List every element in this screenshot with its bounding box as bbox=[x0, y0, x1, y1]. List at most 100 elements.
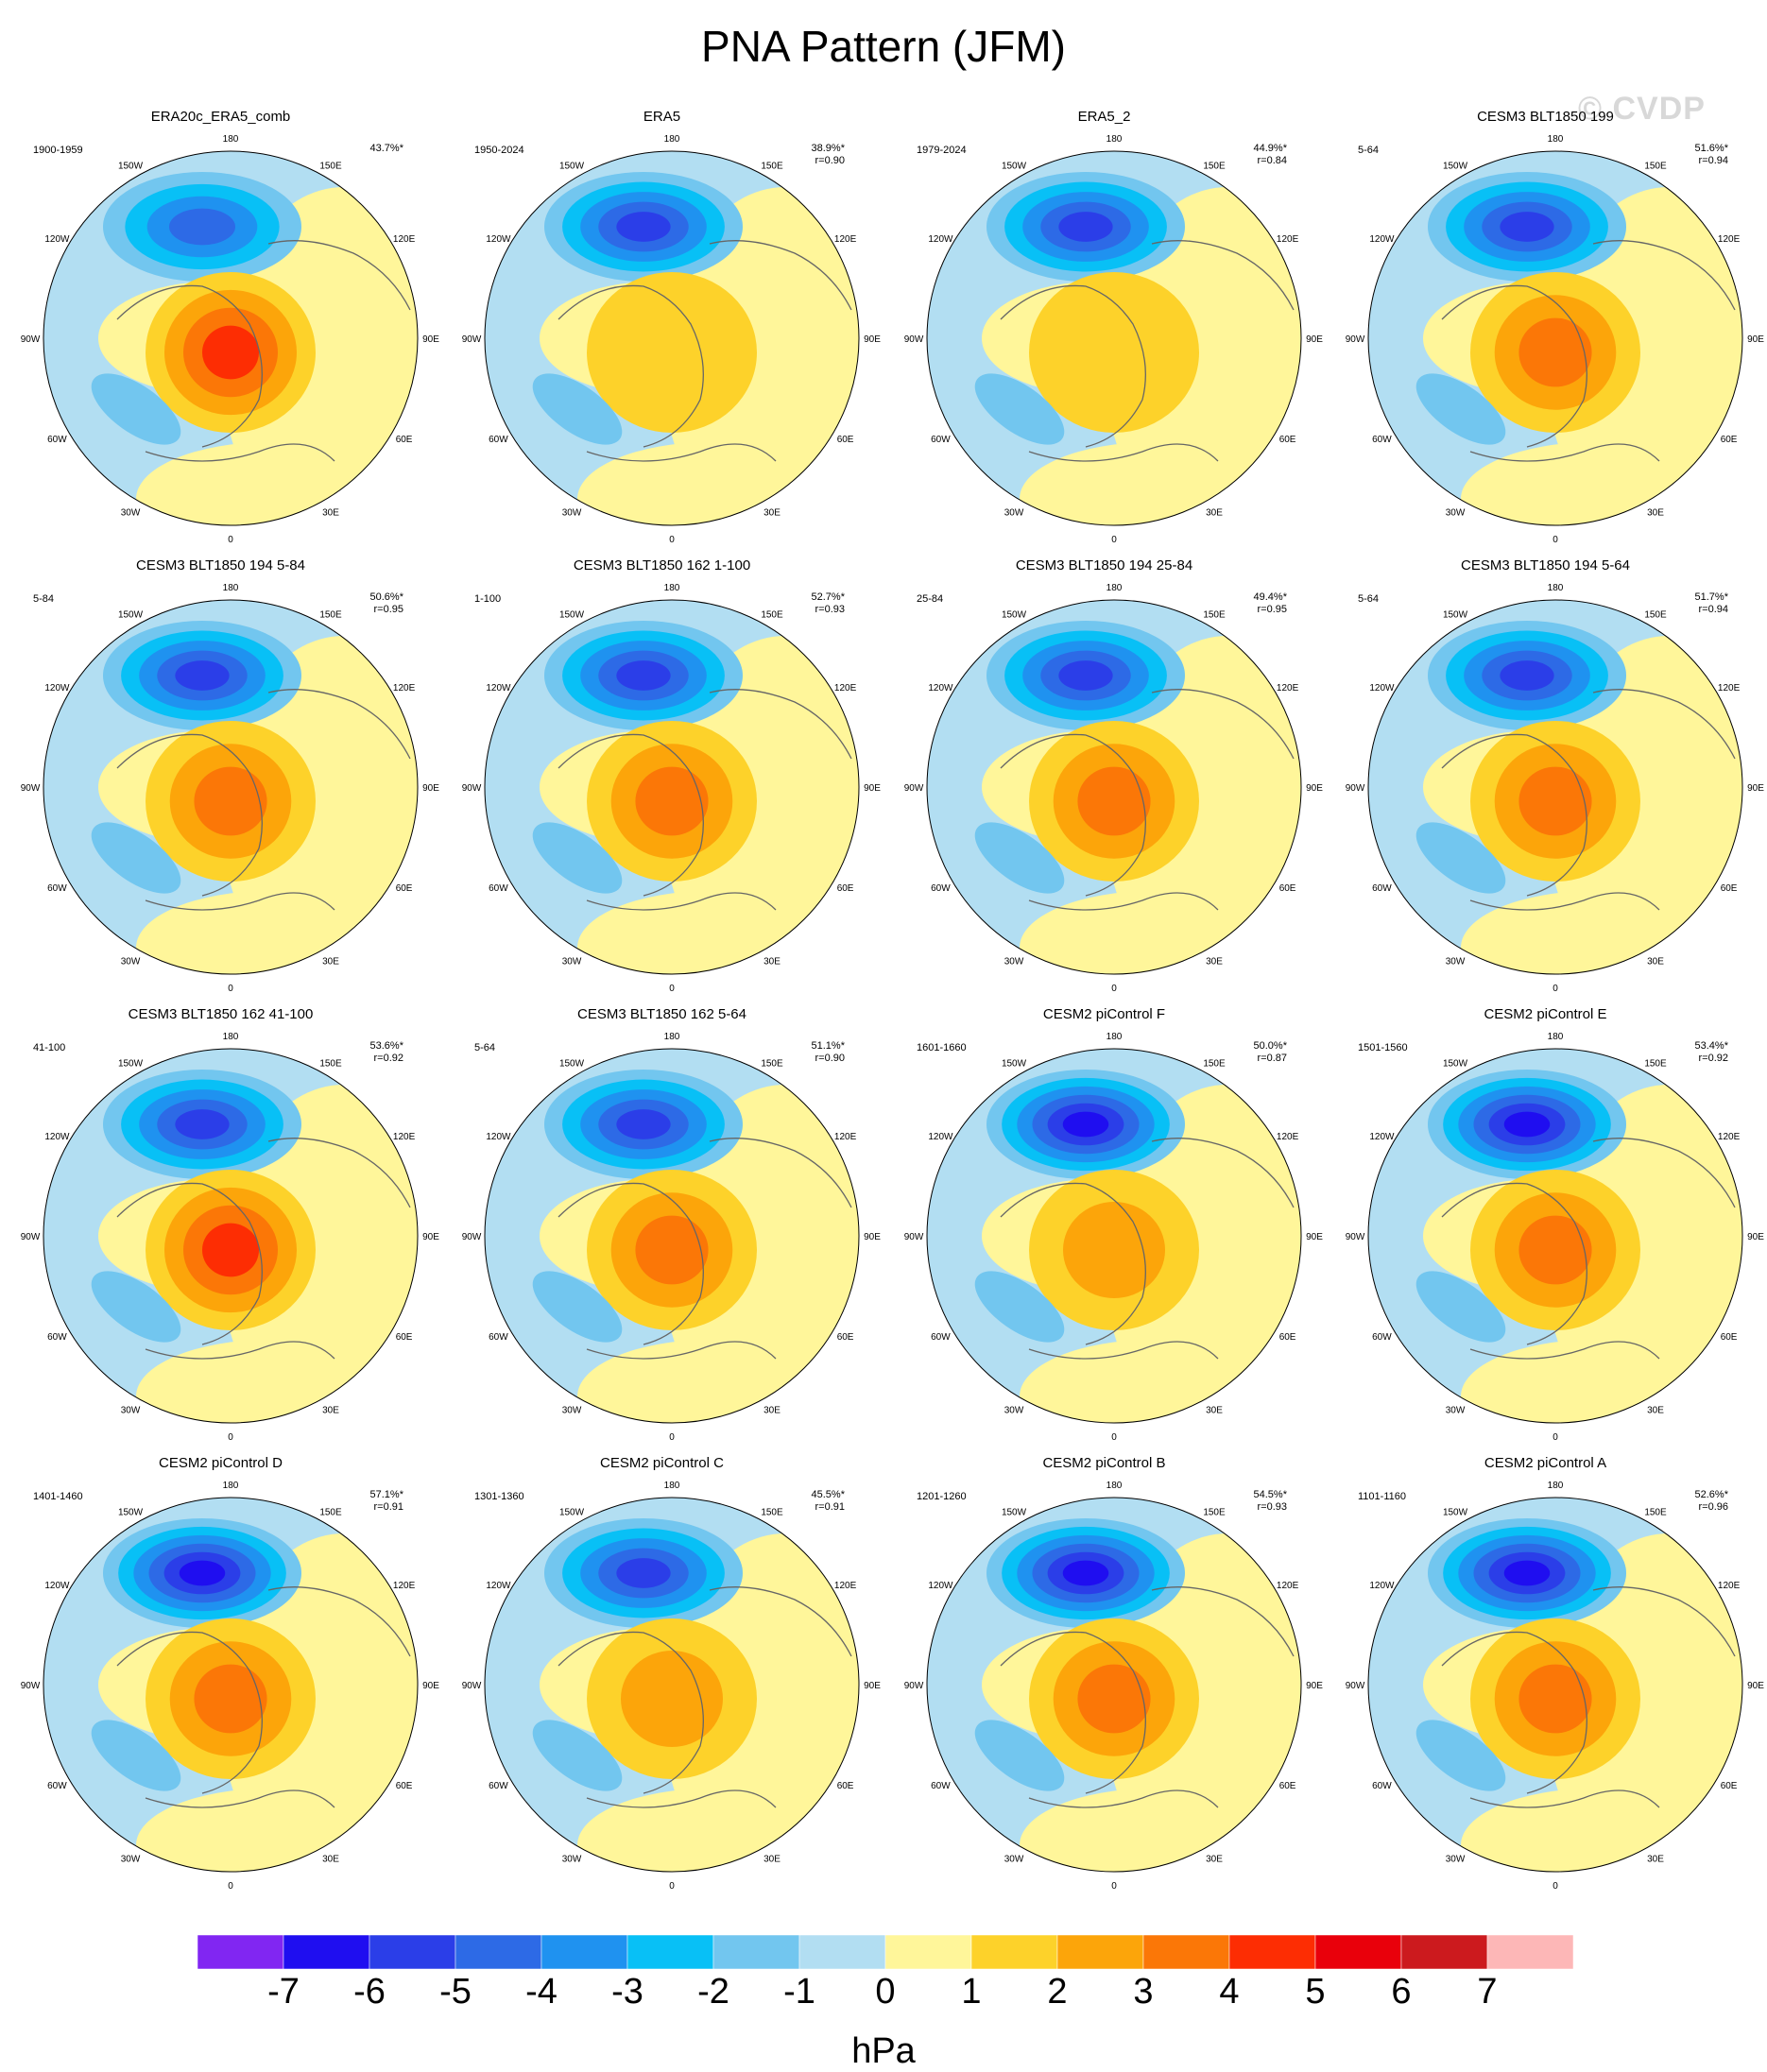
low-contour bbox=[616, 660, 671, 691]
coastline bbox=[116, 240, 411, 462]
polar-map: 180 150E 120E 90E 60E 30E 0 30W 60W 90W 120W 150W bbox=[904, 1032, 1324, 1443]
longitude-label: 90W bbox=[904, 1232, 924, 1242]
map-field bbox=[43, 1049, 418, 1423]
polar-map: 180 150E 120E 90E 60E 30E 0 30W 60W 90W 120W 150W bbox=[462, 583, 882, 994]
longitude-label: 90E bbox=[1306, 1681, 1323, 1691]
coastline bbox=[1441, 689, 1736, 911]
pattern-correlation: r=0.84 bbox=[1257, 155, 1288, 166]
longitude-label: 120W bbox=[486, 1581, 511, 1591]
longitude-label: 120E bbox=[834, 1132, 857, 1142]
panel-stats: 49.4%* r=0.95 bbox=[1254, 591, 1287, 616]
longitude-label: 60E bbox=[837, 435, 854, 445]
longitude-label: 120W bbox=[486, 234, 511, 245]
longitude-label: 180 bbox=[223, 583, 239, 593]
longitude-label: 120W bbox=[928, 683, 953, 694]
variance-explained: 52.7%* bbox=[811, 591, 845, 603]
longitude-label: 60E bbox=[1279, 883, 1296, 894]
longitude-label: 180 bbox=[223, 1032, 239, 1042]
map-panel: CESM3 BLT1850 194 5-64 5-64 51.7%* r=0.94 18… bbox=[1325, 557, 1766, 1006]
panel-title: ERA5_2 bbox=[1077, 109, 1131, 125]
low-contour bbox=[175, 660, 230, 691]
coastline bbox=[1441, 1586, 1736, 1808]
field-region bbox=[1020, 891, 1284, 974]
panel-years: 1601-1660 bbox=[917, 1042, 967, 1053]
pattern-correlation: r=0.91 bbox=[815, 1501, 846, 1513]
low-contour bbox=[532, 1271, 623, 1343]
map-border bbox=[926, 1497, 1302, 1873]
map-field bbox=[485, 1049, 859, 1423]
low-contour bbox=[169, 208, 235, 246]
panel-stats: 52.6%* r=0.96 bbox=[1695, 1489, 1728, 1514]
longitude-label: 180 bbox=[1548, 583, 1564, 593]
longitude-label: 90W bbox=[21, 1681, 41, 1691]
colorbar-box bbox=[626, 1935, 714, 1970]
map-field bbox=[927, 151, 1301, 525]
longitude-label: 120W bbox=[1369, 234, 1395, 245]
low-contour bbox=[179, 1560, 226, 1586]
longitude-label: 90W bbox=[21, 1232, 41, 1242]
field-region bbox=[136, 1789, 401, 1872]
high-contour bbox=[202, 1223, 259, 1277]
colorbar-box bbox=[1314, 1935, 1402, 1970]
panel-years: 5-64 bbox=[474, 1042, 496, 1053]
longitude-label: 90W bbox=[904, 334, 924, 345]
longitude-label: 180 bbox=[1107, 134, 1123, 145]
longitude-label: 30E bbox=[1647, 508, 1664, 519]
longitude-label: 90W bbox=[1346, 783, 1365, 794]
variance-explained: 43.7%* bbox=[369, 143, 403, 154]
field-region bbox=[1020, 1340, 1284, 1423]
longitude-label: 30W bbox=[562, 508, 582, 519]
low-contour bbox=[91, 1720, 181, 1791]
pattern-correlation: r=0.90 bbox=[815, 155, 846, 166]
variance-explained: 54.5%* bbox=[1253, 1489, 1287, 1500]
longitude-label: 60E bbox=[1279, 435, 1296, 445]
map-panel: ERA5 1950-2024 38.9%* r=0.90 180 150E 120E 90E 6… bbox=[441, 109, 883, 557]
longitude-label: 150W bbox=[118, 1507, 144, 1517]
pattern-correlation: r=0.91 bbox=[373, 1501, 404, 1513]
map-panel: ERA5_2 1979-2024 44.9%* r=0.84 180 150E 120E 90… bbox=[884, 109, 1325, 557]
longitude-label: 90W bbox=[462, 1681, 482, 1691]
map-panel: CESM3 BLT1850 162 41-100 41-100 53.6%* r=0.… bbox=[0, 1006, 441, 1455]
colorbar-box bbox=[798, 1935, 886, 1970]
field-region bbox=[136, 1340, 401, 1423]
map-border bbox=[1367, 150, 1743, 526]
variance-explained: 50.0%* bbox=[1253, 1040, 1287, 1052]
polar-map: 180 150E 120E 90E 60E 30E 0 30W 60W 90W 120W 150W bbox=[21, 134, 440, 545]
longitude-label: 60W bbox=[931, 435, 951, 445]
coastline bbox=[1000, 1586, 1295, 1808]
low-contour bbox=[974, 373, 1065, 445]
map-panel: CESM3 BLT1850 194 25-84 25-84 49.4%* r=0.95… bbox=[884, 557, 1325, 1006]
coastline bbox=[116, 1586, 411, 1808]
longitude-label: 180 bbox=[1107, 1032, 1123, 1042]
longitude-label: 90E bbox=[422, 1232, 439, 1242]
longitude-label: 60E bbox=[396, 1332, 413, 1343]
high-contour bbox=[1518, 1664, 1592, 1734]
low-contour bbox=[91, 822, 181, 894]
panel-title: CESM3 BLT1850 162 1-100 bbox=[573, 557, 751, 574]
colorbar-tick-label: 5 bbox=[1305, 1972, 1326, 2012]
map-field bbox=[1368, 1049, 1742, 1423]
polar-map: 180 150E 120E 90E 60E 30E 0 30W 60W 90W 120W 150W bbox=[1346, 134, 1765, 545]
longitude-label: 180 bbox=[223, 1481, 239, 1491]
longitude-label: 120E bbox=[393, 683, 416, 694]
longitude-label: 60W bbox=[47, 1332, 67, 1343]
longitude-label: 120W bbox=[486, 1132, 511, 1142]
field-region bbox=[1020, 442, 1284, 525]
longitude-label: 150E bbox=[1203, 161, 1226, 171]
longitude-label: 120W bbox=[44, 1132, 70, 1142]
longitude-label: 120W bbox=[928, 1581, 953, 1591]
panel-years: 1101-1160 bbox=[1358, 1491, 1406, 1502]
longitude-label: 30W bbox=[1004, 957, 1024, 968]
panel-title: CESM3 BLT1850 162 41-100 bbox=[128, 1006, 314, 1022]
map-field bbox=[1368, 151, 1742, 525]
colorbar-box bbox=[970, 1935, 1058, 1970]
longitude-label: 120E bbox=[1277, 1132, 1299, 1142]
longitude-label: 60E bbox=[837, 883, 854, 894]
longitude-label: 90W bbox=[1346, 1232, 1365, 1242]
polar-map: 180 150E 120E 90E 60E 30E 0 30W 60W 90W 120W 150W bbox=[462, 1481, 882, 1892]
panel-stats: 51.1%* r=0.90 bbox=[812, 1040, 845, 1065]
low-contour bbox=[974, 822, 1065, 894]
longitude-label: 60W bbox=[489, 1781, 508, 1791]
longitude-label: 120W bbox=[44, 1581, 70, 1591]
field-region bbox=[1461, 442, 1725, 525]
